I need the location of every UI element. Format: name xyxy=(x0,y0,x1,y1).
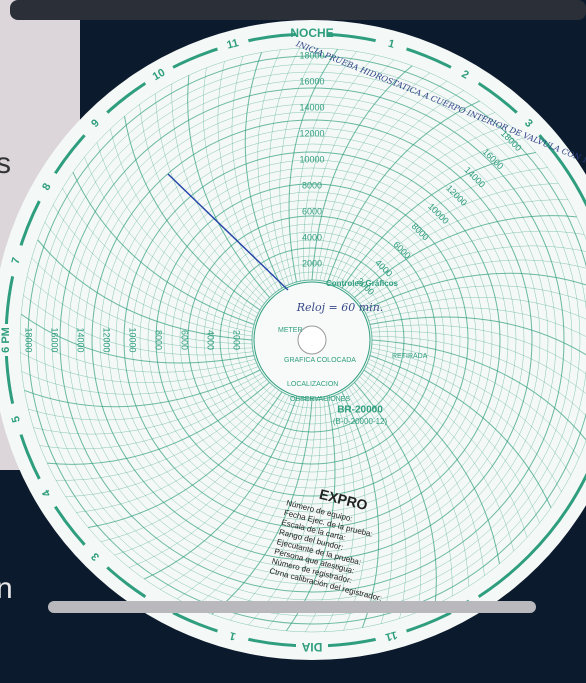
ring-label: 6000 xyxy=(180,330,190,350)
disc-text: Reloj = 60 min. xyxy=(296,301,384,314)
ring-label: 16000 xyxy=(50,327,60,352)
disc-text: (B-0-20000-12) xyxy=(333,417,388,426)
disc-text: Controles Gráficos xyxy=(326,279,399,288)
disc-text: METER xyxy=(278,327,303,334)
ring-label: 10000 xyxy=(299,154,324,164)
ring-label: 6000 xyxy=(302,206,322,216)
slider[interactable] xyxy=(48,601,536,613)
ring-label: 12000 xyxy=(102,327,112,352)
ring-label: 16000 xyxy=(299,76,324,86)
screen: s n NOCHEDIA12311109876 PM54321111020002… xyxy=(0,0,586,683)
disc-text: GRAFICA COLOCADA xyxy=(284,357,356,364)
ring-label: 2000 xyxy=(232,330,242,350)
ring-label: 14000 xyxy=(299,102,324,112)
ring-label: 12000 xyxy=(299,128,324,138)
side-text: s xyxy=(0,147,11,180)
disc-text: LOCALIZACION xyxy=(287,381,338,388)
hour-label: DIA xyxy=(301,640,322,654)
ring-label: 4000 xyxy=(206,330,216,350)
ring-label: 8000 xyxy=(154,330,164,350)
hour-label: 6 PM xyxy=(0,327,12,353)
ring-label: 8000 xyxy=(302,180,322,190)
page: s n NOCHEDIA12311109876 PM54321111020002… xyxy=(0,0,586,683)
top-bar xyxy=(10,0,586,20)
disc-text: OBSERVACIONES xyxy=(290,396,350,403)
ring-label: 4000 xyxy=(302,232,322,242)
disc-text: RETIRADA xyxy=(392,353,428,360)
ring-label: 2000 xyxy=(302,258,322,268)
disc-text: BR-20000 xyxy=(337,405,383,416)
ring-label: 14000 xyxy=(76,327,86,352)
ring-label: 10000 xyxy=(128,327,138,352)
side-text: n xyxy=(0,572,13,605)
ring-label: 18000 xyxy=(24,327,34,352)
hour-label: NOCHE xyxy=(290,26,333,40)
